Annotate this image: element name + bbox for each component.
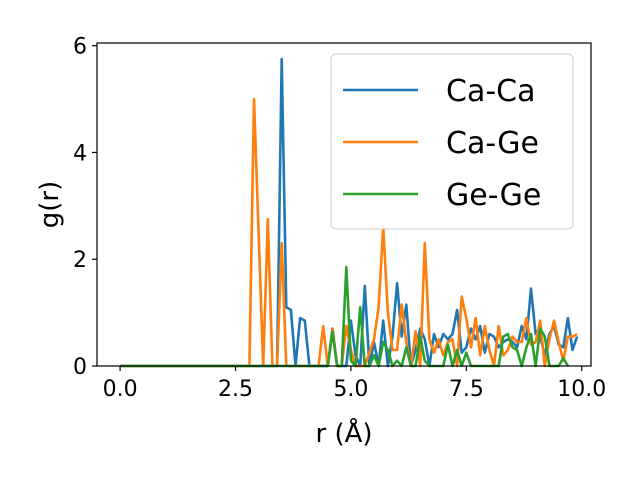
x-tick-label: 10.0 — [557, 377, 606, 402]
legend-label-ca-ca: Ca-Ca — [446, 74, 536, 109]
series-line-ge-ge — [120, 265, 570, 368]
legend-label-ca-ge: Ca-Ge — [446, 126, 539, 161]
y-axis-label: g(r) — [35, 181, 65, 228]
y-tick-label: 0 — [73, 355, 87, 380]
plot-frame — [96, 42, 592, 367]
series-line-ca-ge — [120, 97, 578, 368]
y-tick-label: 6 — [73, 35, 87, 60]
x-axis-label: r (Å) — [315, 417, 372, 449]
legend: Ca-Ca Ca-Ge Ge-Ge — [330, 53, 574, 230]
x-tick-label: 2.5 — [218, 377, 253, 402]
y-tick-label: 4 — [73, 141, 87, 166]
legend-box — [330, 53, 574, 230]
legend-label-ge-ge: Ge-Ge — [446, 178, 541, 213]
y-tick-label: 2 — [73, 248, 87, 273]
x-tick-label: 0.0 — [103, 377, 138, 402]
axes-layer: 0.0 2.5 5.0 7.5 10.0 0 2 4 6 r (Å) g(r) — [35, 35, 606, 449]
x-tick-label: 5.0 — [333, 377, 368, 402]
x-tick-label: 7.5 — [449, 377, 484, 402]
